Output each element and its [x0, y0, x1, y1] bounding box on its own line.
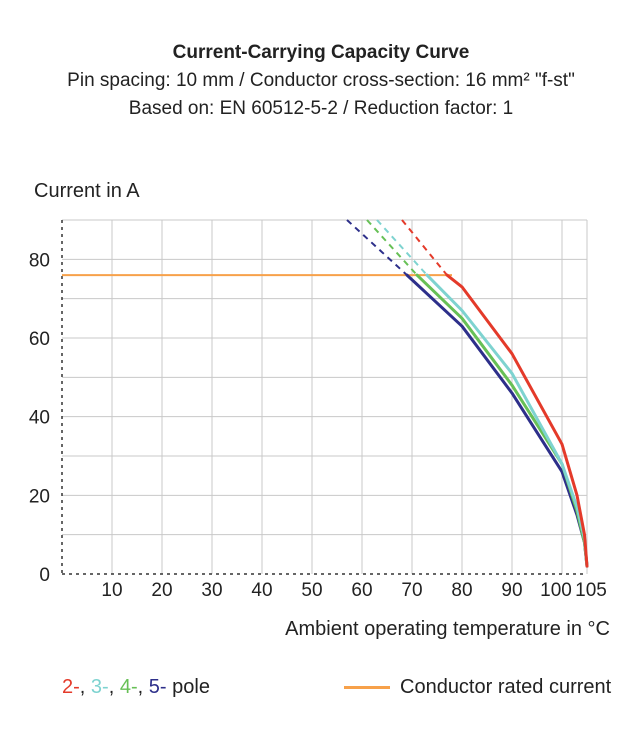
y-tick-label-80: 80 [29, 250, 50, 271]
y-tick-label-60: 60 [29, 329, 50, 350]
series-pole5-dashed [346, 219, 408, 276]
legend-sep-3: , [137, 676, 149, 698]
legend-sep-2: , [108, 676, 120, 698]
x-tick-label-20: 20 [151, 580, 172, 601]
series-pole3-dashed [376, 219, 428, 276]
y-tick-label-20: 20 [29, 486, 50, 507]
x-tick-label-70: 70 [401, 580, 422, 601]
chart-subtitle-standard: Based on: EN 60512-5-2 / Reduction facto… [128, 98, 514, 119]
x-tick-label-90: 90 [501, 580, 522, 601]
legend-pole-2: 2- [62, 676, 80, 698]
legend-pole-4: 4- [119, 676, 138, 698]
x-tick-label-100: 100 [540, 580, 572, 601]
series-pole3-line [425, 273, 589, 568]
x-tick-label-10: 10 [101, 580, 122, 601]
legend-pole-3: 3- [90, 676, 109, 698]
x-tick-label-105: 105 [575, 580, 607, 601]
x-tick-label-30: 30 [201, 580, 222, 601]
legend-poles: 2-, 3-, 4-, 5- pole [62, 676, 210, 699]
x-tick-label-50: 50 [301, 580, 322, 601]
legend-pole-5: 5- [148, 676, 167, 698]
x-tick-label-40: 40 [251, 580, 272, 601]
series-pole2-dashed [401, 219, 448, 276]
legend-pole-suffix: pole [172, 676, 210, 698]
legend-sep-1: , [79, 676, 91, 698]
series-pole5-line [405, 273, 589, 568]
y-tick-label-40: 40 [29, 408, 50, 429]
y-tick-label-0: 0 [39, 565, 50, 586]
x-axis-label: Ambient operating temperature in °C [285, 618, 610, 640]
series-pole2-line [445, 273, 589, 568]
legend-rated-current: Conductor rated current [344, 676, 611, 699]
x-tick-label-60: 60 [351, 580, 372, 601]
chart-title: Current-Carrying Capacity Curve [172, 42, 470, 63]
y-axis-label: Current in A [34, 180, 140, 202]
series-pole4-dashed [366, 219, 418, 276]
legend-rated-label: Conductor rated current [400, 676, 612, 698]
chart-subtitle-spacing: Pin spacing: 10 mm / Conductor cross-sec… [67, 70, 575, 91]
x-tick-label-80: 80 [451, 580, 472, 601]
legend-rated-swatch [344, 686, 390, 689]
